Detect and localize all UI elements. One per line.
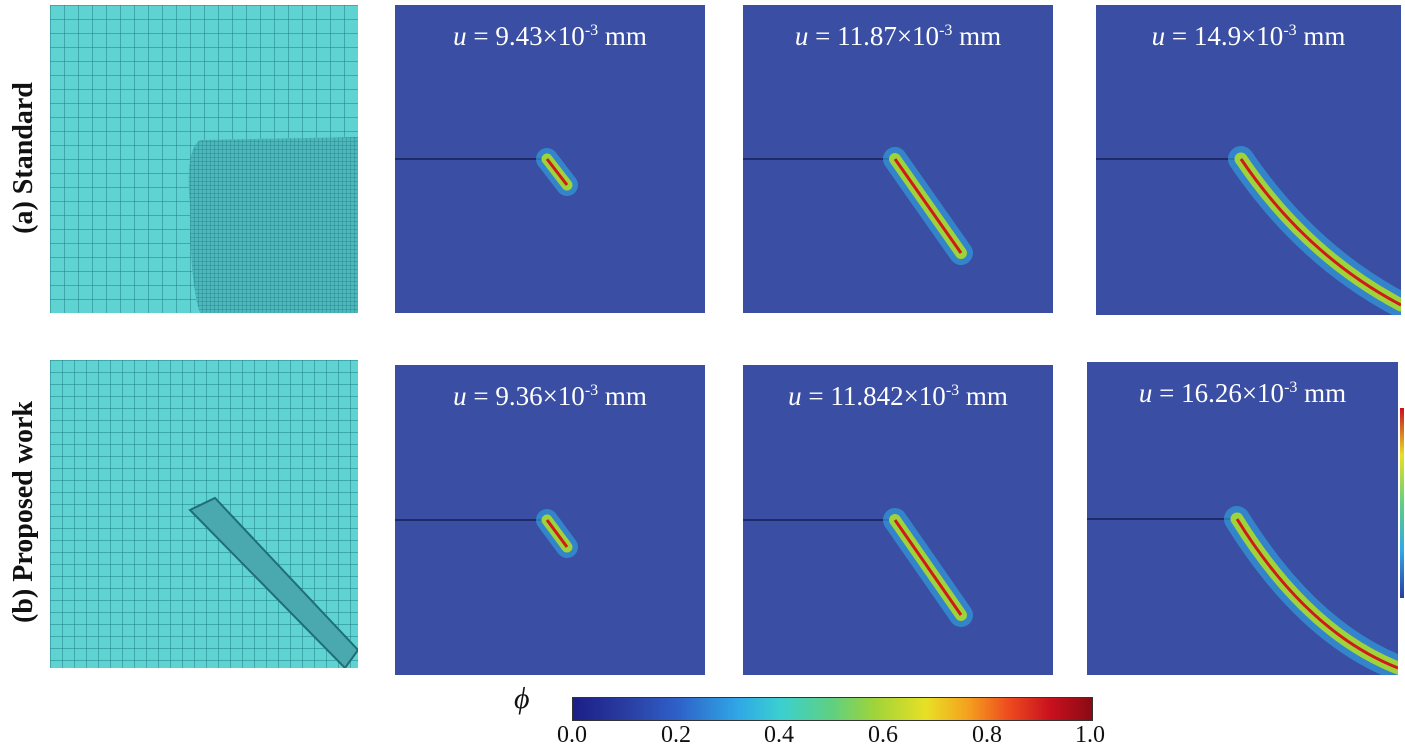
- phase-field-panel: u = 16.26×10-3 mm: [1087, 362, 1398, 675]
- colorbar-tick: 0.8: [972, 722, 1002, 748]
- colorbar-symbol: ϕ: [514, 682, 530, 715]
- colorbar-tick: 1.0: [1075, 722, 1105, 748]
- phase-field-panel: u = 9.36×10-3 mm: [395, 365, 705, 675]
- colorbar-tick: 0.2: [661, 722, 691, 748]
- displacement-label: u = 14.9×10-3 mm: [1151, 21, 1346, 51]
- displacement-label: u = 11.87×10-3 mm: [794, 21, 1002, 51]
- side-colorbar-fragment: [1400, 408, 1404, 598]
- displacement-label: u = 16.26×10-3 mm: [1138, 378, 1347, 408]
- phase-field-panel: u = 14.9×10-3 mm: [1096, 5, 1401, 315]
- mesh-proposed: [50, 360, 358, 668]
- row-label-proposed: (b) Proposed work: [8, 401, 39, 623]
- colorbar-tick: 0.4: [764, 722, 794, 748]
- row-label-standard: (a) Standard: [8, 82, 39, 234]
- colorbar-tick: 0.0: [557, 722, 587, 748]
- colorbar: [572, 697, 1093, 721]
- colorbar-tick: 0.6: [868, 722, 898, 748]
- mesh-standard: [50, 5, 358, 313]
- displacement-label: u = 9.43×10-3 mm: [453, 21, 647, 51]
- displacement-label: u = 9.36×10-3 mm: [453, 381, 647, 411]
- phase-field-panel: u = 9.43×10-3 mm: [395, 5, 705, 313]
- phase-field-panel: u = 11.842×10-3 mm: [743, 365, 1053, 675]
- displacement-label: u = 11.842×10-3 mm: [788, 381, 1008, 411]
- phase-field-panel: u = 11.87×10-3 mm: [743, 5, 1053, 313]
